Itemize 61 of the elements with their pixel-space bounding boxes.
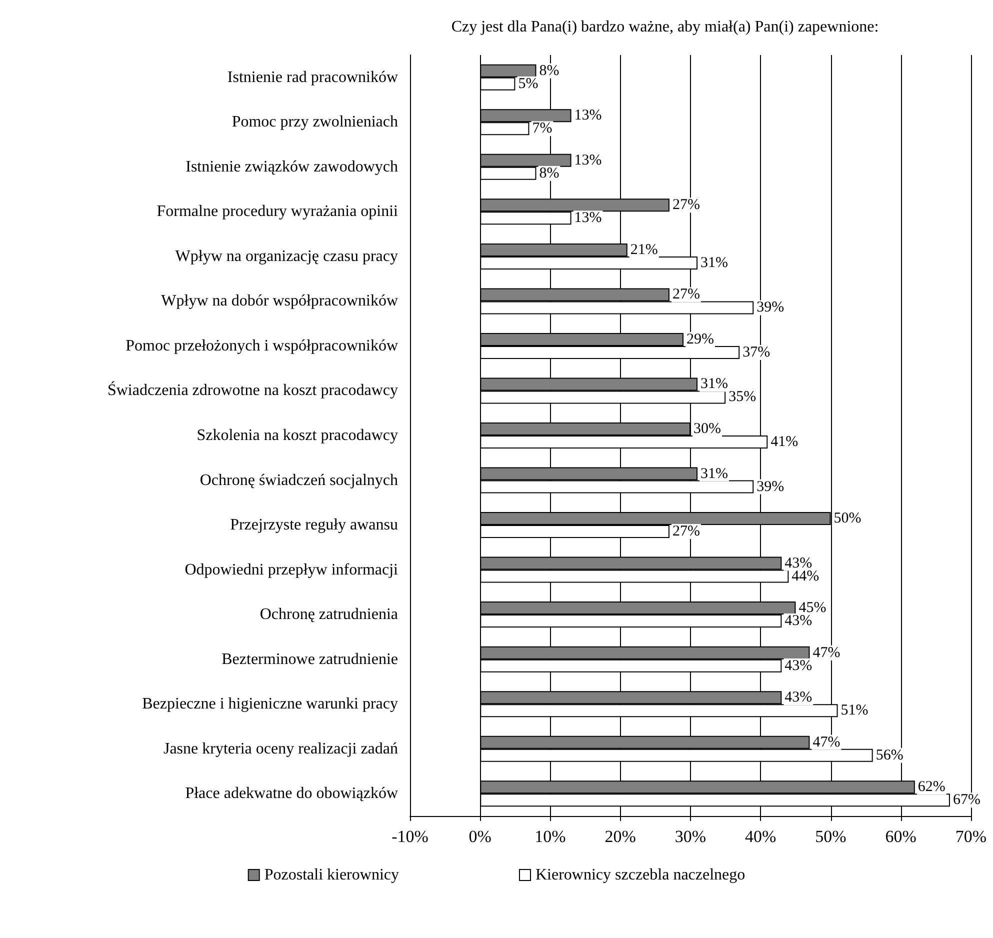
- y-tick-label: Istnienie związków zawodowych: [186, 158, 398, 176]
- y-tick-label: Istnienie rad pracowników: [227, 68, 398, 86]
- x-tick-label: 70%: [955, 827, 987, 846]
- data-label: 39%: [756, 478, 784, 495]
- data-label: 31%: [700, 254, 728, 271]
- x-tick-label: 30%: [674, 827, 706, 846]
- y-tick-label: Wpływ na organizację czasu pracy: [175, 248, 398, 265]
- x-tick-label: 40%: [745, 827, 776, 846]
- data-label: 31%: [700, 376, 728, 392]
- data-label: 43%: [784, 555, 812, 572]
- x-tick-label: -10%: [392, 827, 428, 846]
- data-label: 35%: [728, 389, 756, 406]
- data-label: 31%: [700, 466, 728, 482]
- data-label: 56%: [876, 747, 904, 764]
- y-tick-label: Jasne kryteria oceny realizacji zadań: [163, 740, 398, 758]
- data-label: 43%: [784, 613, 812, 630]
- data-label: 50%: [834, 510, 862, 527]
- y-tick-label: Świadczenia zdrowotne na koszt pracodawcy: [107, 381, 398, 400]
- x-tick-label: 50%: [815, 827, 846, 846]
- data-label: 13%: [574, 210, 602, 226]
- data-label: 13%: [574, 108, 602, 124]
- x-tick-label: 60%: [885, 827, 916, 846]
- data-label: 21%: [630, 242, 658, 258]
- data-label: 67%: [952, 792, 980, 808]
- data-label: 47%: [812, 644, 840, 661]
- data-label: 51%: [840, 702, 868, 719]
- data-label: 8%: [539, 165, 560, 182]
- data-label: 27%: [672, 197, 700, 214]
- y-tick-label: Przejrzyste reguły awansu: [230, 516, 398, 534]
- data-label: 5%: [518, 76, 538, 92]
- y-tick-label: Formalne procedury wyrażania opinii: [156, 203, 399, 220]
- data-label: 37%: [742, 344, 770, 360]
- data-label: 43%: [784, 658, 812, 674]
- data-label: 39%: [756, 300, 784, 316]
- data-label: 8%: [539, 62, 560, 79]
- data-label: 43%: [784, 690, 812, 706]
- data-label: 27%: [672, 286, 700, 303]
- y-tick-label: Bezterminowe zatrudnienie: [222, 650, 398, 668]
- y-tick-label: Pomoc przy zwolnieniach: [232, 114, 398, 131]
- data-label: 27%: [672, 524, 700, 540]
- data-label: 13%: [574, 152, 602, 168]
- data-label: 47%: [812, 734, 840, 750]
- data-label: 29%: [686, 331, 714, 348]
- legend-label: Kierownicy szczebla naczelnego: [535, 866, 746, 884]
- x-tick-label: 10%: [534, 827, 566, 846]
- data-label: 30%: [694, 421, 721, 437]
- y-tick-label: Odpowiedni przepływ informacji: [184, 561, 399, 578]
- y-tick-label: Szkolenia na koszt pracodawcy: [196, 427, 398, 444]
- data-label: 62%: [918, 779, 946, 796]
- y-tick-label: Ochronę świadczeń socjalnych: [200, 472, 398, 489]
- chart-title: Czy jest dla Pana(i) bardzo ważne, aby miał(a) Pan(i) zapewnione:: [451, 18, 879, 36]
- x-tick-label: 20%: [604, 827, 636, 846]
- y-tick-label: Płace adekwatne do obowiązków: [185, 785, 398, 802]
- legend-label: Pozostali kierownicy: [264, 866, 399, 884]
- y-tick-label: Bezpieczne i higieniczne warunki pracy: [142, 696, 398, 713]
- data-label: 41%: [770, 434, 798, 450]
- y-tick-label: Ochronę zatrudnienia: [260, 606, 398, 624]
- data-label: 7%: [532, 120, 552, 137]
- y-tick-label: Pomoc przełożonych i współpracowników: [126, 337, 398, 354]
- x-tick-label: 0%: [468, 827, 492, 846]
- y-tick-label: Wpływ na dobór współpracowników: [161, 292, 398, 310]
